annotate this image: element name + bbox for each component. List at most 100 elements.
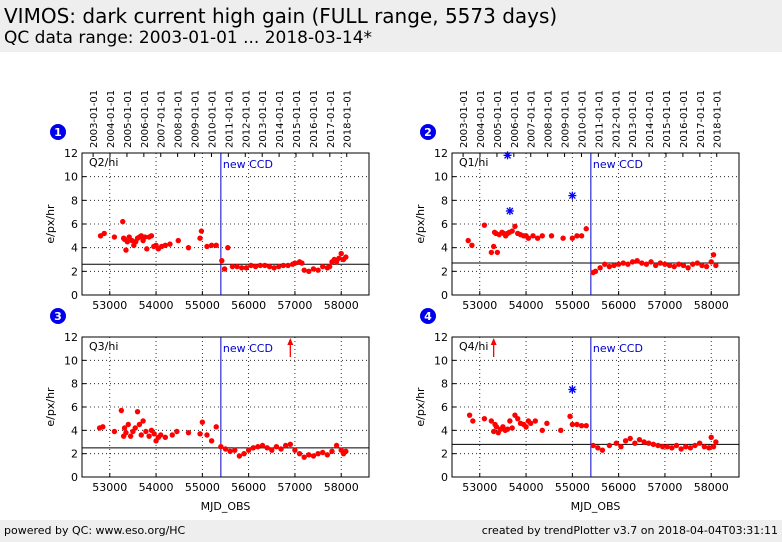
data-point bbox=[512, 223, 518, 230]
data-point bbox=[169, 432, 175, 438]
x-tick-label: 53000 bbox=[462, 299, 497, 312]
data-point bbox=[287, 441, 294, 448]
data-point bbox=[199, 419, 206, 425]
data-point bbox=[713, 439, 719, 445]
data-point bbox=[239, 265, 245, 271]
data-point bbox=[140, 418, 146, 424]
data-point bbox=[162, 242, 169, 248]
data-point bbox=[125, 421, 131, 428]
top-date-label: 2015-01-01 bbox=[662, 90, 673, 148]
y-tick-label: 8 bbox=[71, 378, 78, 391]
x-tick-label: 53000 bbox=[92, 481, 127, 494]
top-date-label: 2010-01-01 bbox=[577, 90, 588, 148]
data-point bbox=[320, 263, 326, 270]
x-tick-label: 56000 bbox=[231, 481, 266, 494]
y-tick-label: 0 bbox=[71, 289, 78, 302]
data-point bbox=[292, 447, 298, 453]
data-point bbox=[655, 442, 661, 449]
data-point bbox=[666, 262, 673, 269]
data-point bbox=[271, 265, 277, 271]
data-point bbox=[151, 431, 157, 437]
data-point bbox=[204, 243, 210, 250]
data-point bbox=[257, 262, 263, 269]
data-point bbox=[595, 445, 601, 451]
y-axis-label: e/px/hr bbox=[414, 387, 427, 427]
panel-number: 3 bbox=[54, 310, 62, 323]
data-point bbox=[583, 226, 589, 232]
x-tick-label: 53000 bbox=[92, 299, 127, 312]
y-tick-label: 10 bbox=[64, 354, 78, 367]
data-point bbox=[525, 235, 532, 241]
data-point bbox=[641, 439, 647, 445]
data-point bbox=[336, 255, 342, 262]
data-point bbox=[241, 450, 247, 457]
x-tick-label: 57000 bbox=[647, 481, 682, 494]
data-point bbox=[650, 441, 657, 448]
data-point bbox=[615, 261, 622, 267]
data-point bbox=[320, 449, 326, 456]
data-point bbox=[243, 265, 250, 271]
data-point bbox=[671, 263, 677, 270]
page-subtitle: QC data range: 2003-01-01 ... 2018-03-14… bbox=[4, 28, 373, 48]
x-tick-label: 58000 bbox=[694, 299, 729, 312]
x-tick-label: 54000 bbox=[509, 299, 544, 312]
data-point bbox=[123, 247, 129, 253]
data-point bbox=[276, 263, 282, 270]
data-point bbox=[315, 450, 321, 457]
y-tick-label: 4 bbox=[441, 242, 448, 255]
data-point bbox=[315, 267, 321, 273]
data-point bbox=[507, 418, 513, 424]
offscale-arrow-head bbox=[287, 338, 294, 345]
chart-panel-1: 0 2 4 6 8 10 12 53000 54000 55000 56000 57000 58000 2… bbox=[44, 90, 370, 312]
data-point bbox=[622, 438, 629, 444]
data-point bbox=[706, 445, 712, 451]
data-point bbox=[142, 234, 148, 240]
footer-created-by: created by trendPlotter v3.7 on 2018-04-… bbox=[481, 524, 778, 537]
data-point bbox=[664, 443, 670, 450]
data-point bbox=[252, 263, 259, 270]
data-point bbox=[259, 442, 266, 449]
data-point bbox=[175, 237, 181, 244]
data-point bbox=[606, 442, 613, 449]
data-point bbox=[465, 237, 471, 244]
data-point bbox=[680, 262, 687, 269]
data-point bbox=[530, 233, 536, 239]
top-date-label: 2007-01-01 bbox=[157, 90, 168, 148]
top-date-label: 2014-01-01 bbox=[645, 90, 656, 148]
y-tick-label: 6 bbox=[441, 401, 448, 414]
data-point bbox=[280, 262, 287, 269]
top-date-label: 2013-01-01 bbox=[628, 90, 639, 148]
x-tick-label: 57000 bbox=[277, 481, 312, 494]
chart-panel-2: 0 2 4 6 8 10 12 53000 54000 55000 56000 57000 58000 2… bbox=[414, 90, 740, 312]
top-date-label: 2011-01-01 bbox=[594, 90, 605, 148]
data-point bbox=[470, 418, 476, 424]
data-point bbox=[136, 421, 143, 428]
data-point bbox=[310, 453, 317, 459]
data-point bbox=[213, 242, 219, 248]
data-point bbox=[167, 241, 173, 247]
data-point bbox=[227, 448, 233, 455]
y-tick-label: 2 bbox=[441, 265, 448, 278]
panel-label: Q4/hi bbox=[459, 340, 488, 353]
data-point bbox=[123, 429, 129, 436]
y-tick-label: 8 bbox=[71, 194, 78, 207]
y-axis-label: e/px/hr bbox=[44, 387, 57, 427]
x-tick-label: 57000 bbox=[647, 299, 682, 312]
data-point bbox=[634, 257, 640, 264]
x-tick-label: 56000 bbox=[601, 299, 636, 312]
data-point bbox=[197, 431, 203, 437]
panel-label: Q3/hi bbox=[89, 340, 118, 353]
y-tick-label: 4 bbox=[71, 242, 78, 255]
top-date-label: 2016-01-01 bbox=[679, 90, 690, 148]
data-point bbox=[685, 265, 691, 271]
y-tick-label: 8 bbox=[441, 194, 448, 207]
data-point bbox=[306, 452, 312, 458]
data-point bbox=[659, 443, 666, 450]
data-point bbox=[494, 249, 501, 256]
data-point bbox=[120, 218, 126, 225]
data-point bbox=[296, 450, 303, 457]
new-ccd-annotation: new CCD bbox=[223, 342, 273, 355]
data-point bbox=[285, 262, 291, 269]
data-point bbox=[523, 424, 529, 430]
data-point bbox=[490, 428, 497, 435]
